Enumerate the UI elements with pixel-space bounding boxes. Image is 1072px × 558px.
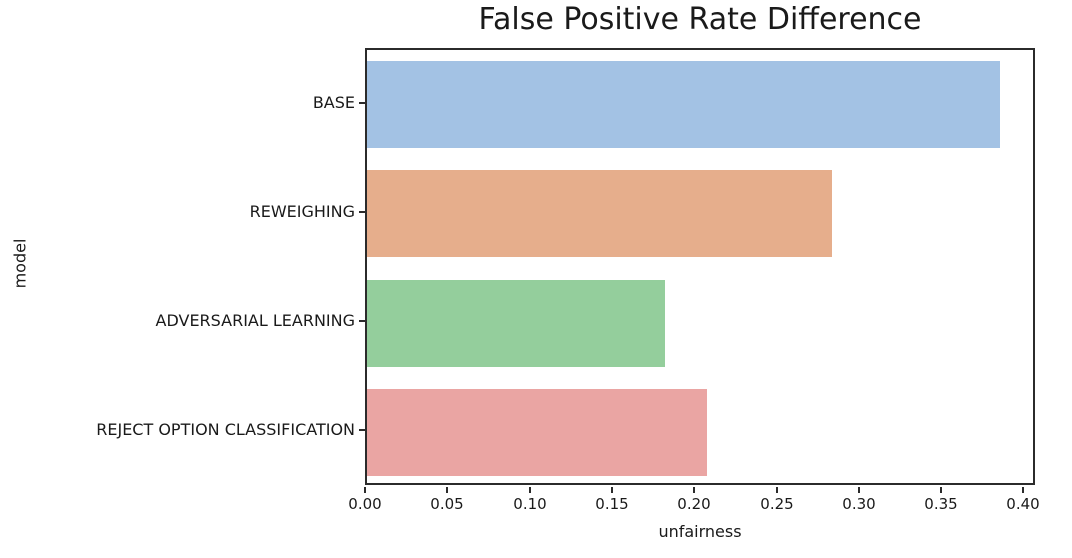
x-axis-title: unfairness: [658, 522, 742, 541]
xtick-mark: [858, 487, 860, 493]
ytick-label: BASE: [312, 93, 355, 112]
plot-area: [365, 48, 1035, 485]
xtick-mark: [693, 487, 695, 493]
xtick-label: 0.15: [595, 495, 629, 513]
bar-reject-option-classification: [367, 389, 708, 476]
bar-reweighing: [367, 170, 832, 257]
ytick-label: REWEIGHING: [249, 202, 355, 221]
xtick-label: 0.20: [677, 495, 711, 513]
xtick-label: 0.30: [842, 495, 876, 513]
xtick-label: 0.25: [760, 495, 794, 513]
bar-adversarial-learning: [367, 280, 665, 367]
xtick-mark: [364, 487, 366, 493]
xtick-mark: [940, 487, 942, 493]
ytick-mark: [359, 102, 365, 104]
xtick-label: 0.40: [1006, 495, 1040, 513]
xtick-mark: [1022, 487, 1024, 493]
ytick-mark: [359, 320, 365, 322]
xtick-mark: [776, 487, 778, 493]
bar-base: [367, 61, 1001, 148]
chart-title: False Positive Rate Difference: [478, 2, 922, 37]
ytick-label: REJECT OPTION CLASSIFICATION: [96, 420, 355, 439]
ytick-label: ADVERSARIAL LEARNING: [155, 311, 355, 330]
xtick-label: 0.10: [513, 495, 547, 513]
xtick-label: 0.35: [924, 495, 958, 513]
xtick-mark: [611, 487, 613, 493]
ytick-mark: [359, 429, 365, 431]
xtick-mark: [529, 487, 531, 493]
ytick-mark: [359, 211, 365, 213]
xtick-label: 0.05: [430, 495, 464, 513]
xtick-label: 0.00: [348, 495, 382, 513]
xtick-mark: [446, 487, 448, 493]
y-axis-title: model: [10, 238, 30, 289]
